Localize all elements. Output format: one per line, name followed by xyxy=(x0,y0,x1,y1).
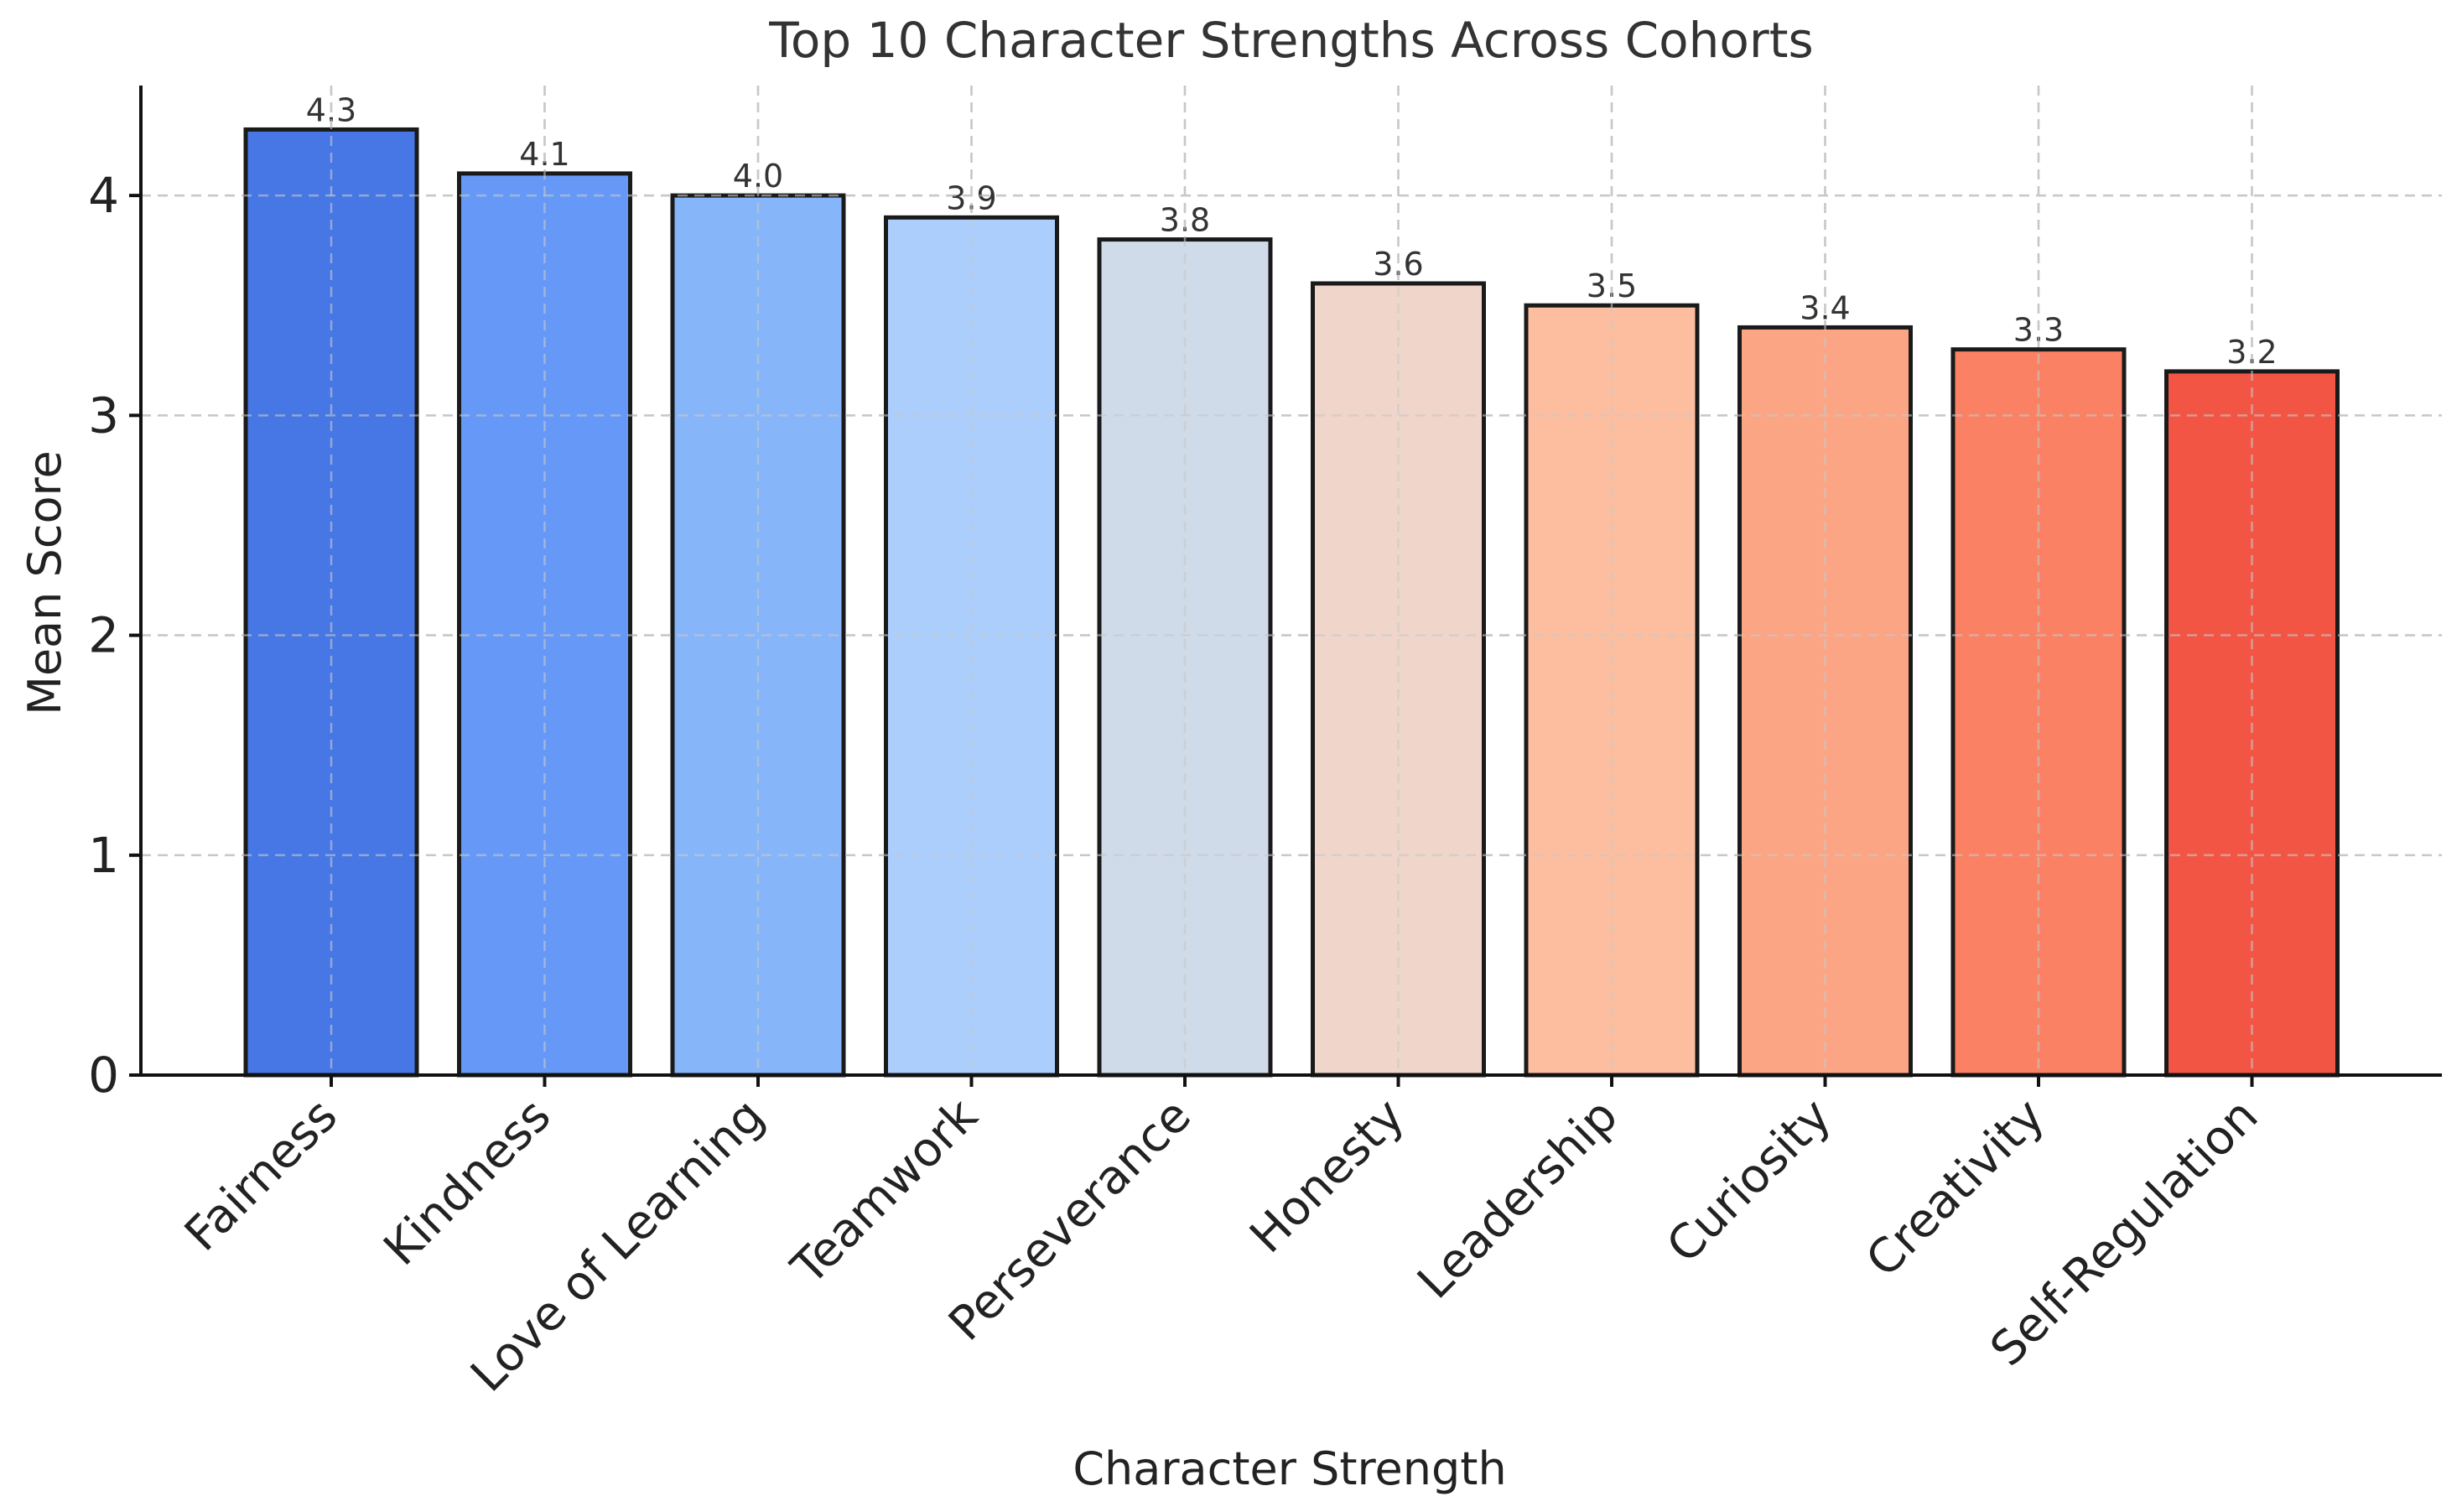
x-tick-label: Kindness xyxy=(374,1089,562,1276)
bars xyxy=(243,127,2340,1078)
x-tick-label: Leadership xyxy=(1407,1089,1628,1310)
x-tick-label: Honesty xyxy=(1239,1089,1415,1264)
x-axis-label: Character Strength xyxy=(1073,1442,1506,1495)
x-tick-label: Curiosity xyxy=(1657,1089,1842,1274)
y-tick-label: 1 xyxy=(88,827,119,884)
x-tick-label: Creativity xyxy=(1856,1089,2055,1288)
y-tick-label: 4 xyxy=(88,167,119,224)
y-tick-label: 2 xyxy=(88,607,119,664)
y-axis-label: Mean Score xyxy=(18,450,71,715)
data-labels: 4.34.14.03.93.83.63.53.43.33.2 xyxy=(141,86,2442,1075)
chart-title: Top 10 Character Strengths Across Cohort… xyxy=(768,12,1813,69)
y-tick-label: 3 xyxy=(88,387,119,444)
y-tick-labels: 0 1 2 3 4 xyxy=(88,167,119,1104)
y-tick-label: 0 xyxy=(88,1047,119,1104)
axes xyxy=(129,86,2442,1087)
x-tick-label: Fairness xyxy=(174,1089,348,1262)
x-tick-label: Teamwork xyxy=(781,1089,989,1296)
